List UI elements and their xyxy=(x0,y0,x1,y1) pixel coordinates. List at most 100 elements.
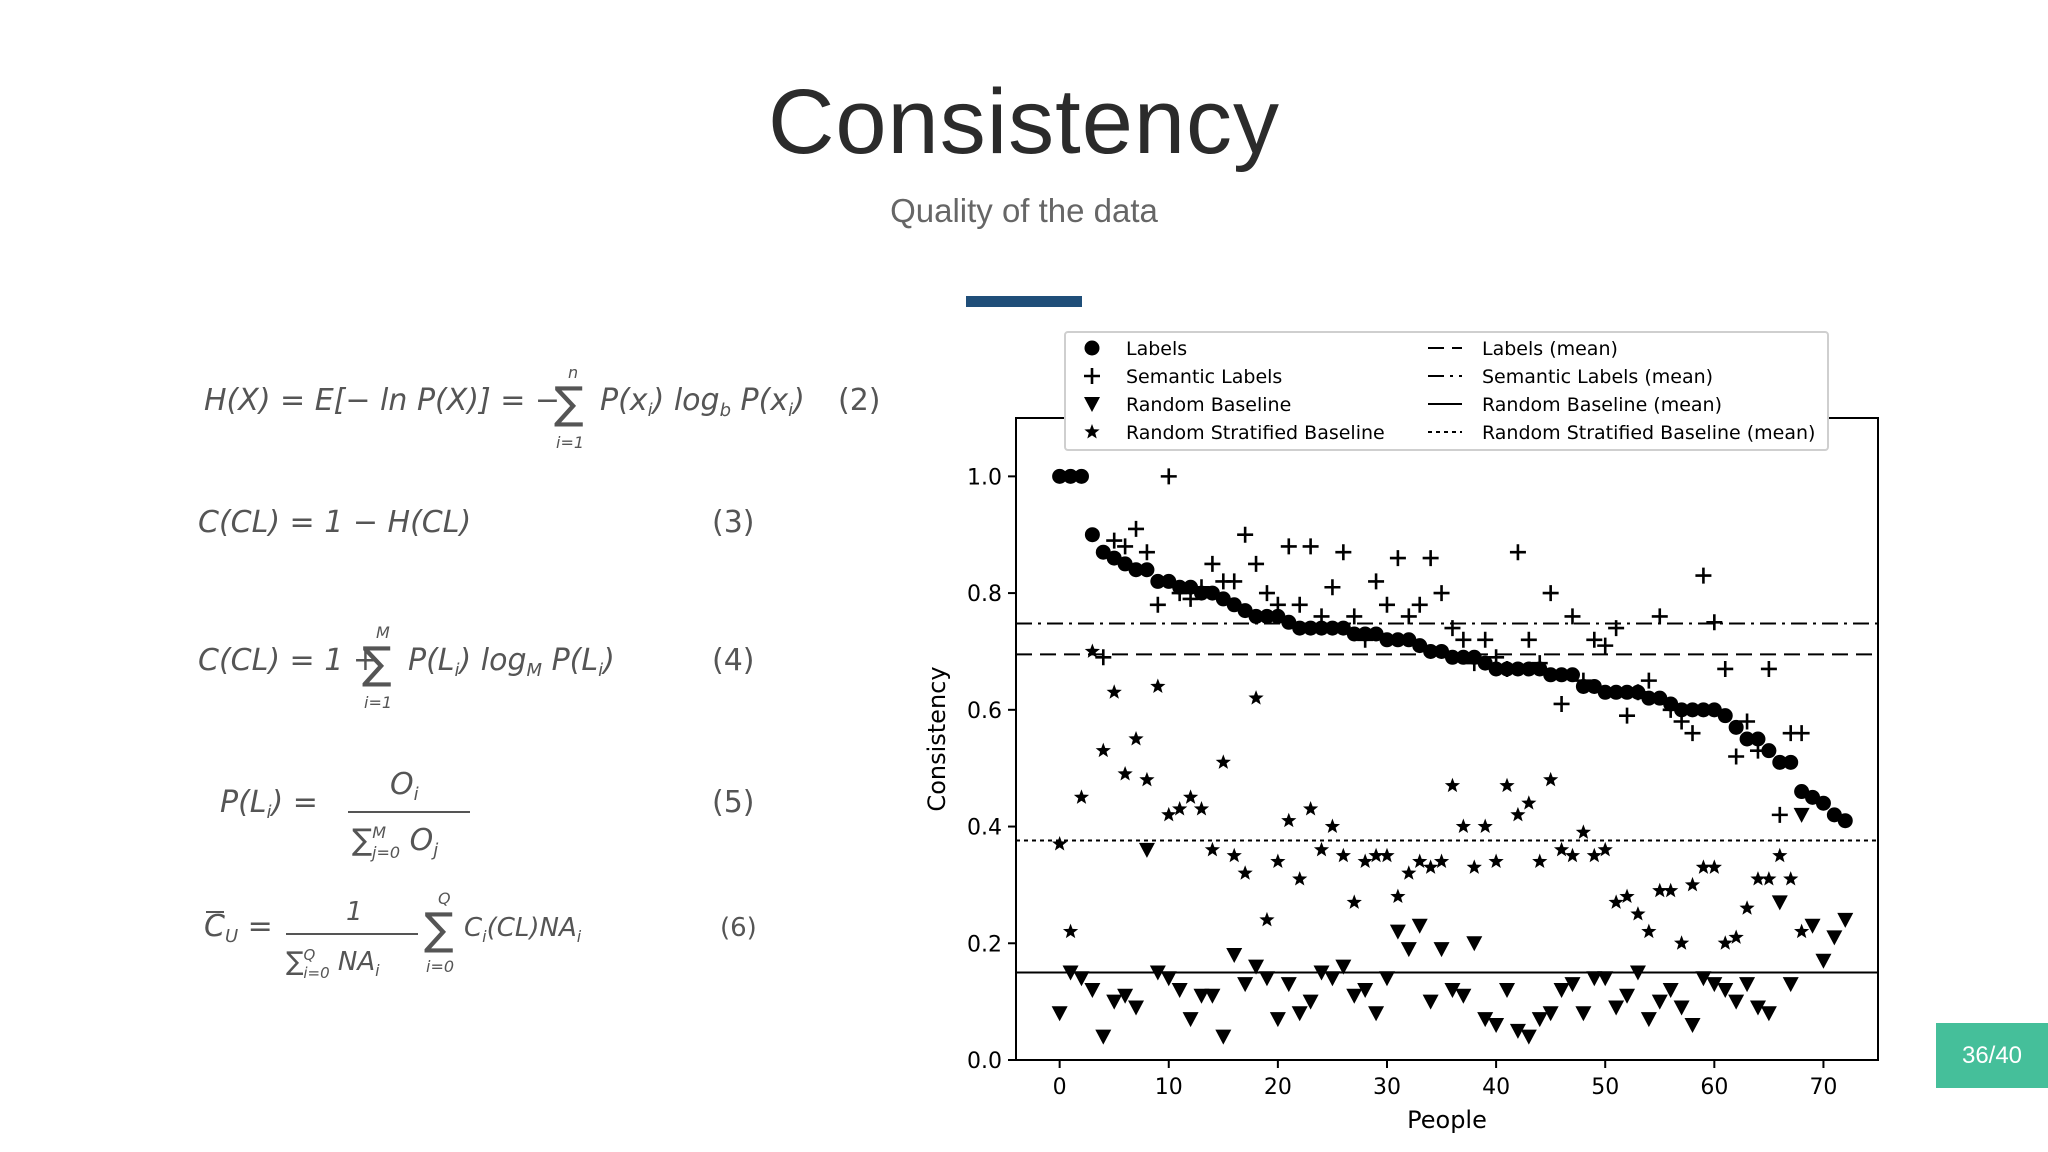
star-point xyxy=(1444,777,1461,793)
x-tick-label: 60 xyxy=(1700,1075,1728,1100)
page-number-badge: 36/40 xyxy=(1936,1023,2048,1088)
legend-box xyxy=(1064,331,1829,451)
plus-point xyxy=(1411,596,1428,613)
circle-point xyxy=(1324,620,1340,636)
legend-label: Random Baseline xyxy=(1126,394,1291,416)
plus-point xyxy=(1706,614,1723,631)
formula-svg: H(X) = E[− ln P(X)] = − ∑ n i=1 P(xi) lo… xyxy=(198,363,881,982)
triangle-down-point xyxy=(1662,982,1679,998)
plus-point xyxy=(1553,695,1570,712)
star-point xyxy=(1499,777,1515,793)
plus-point xyxy=(1597,637,1614,654)
x-tick-label: 0 xyxy=(1053,1075,1067,1100)
plus-point xyxy=(1651,608,1668,625)
star-point xyxy=(1488,853,1504,869)
circle-point xyxy=(1390,632,1406,648)
legend-label: Random Baseline (mean) xyxy=(1482,394,1722,416)
legend-marker-plus xyxy=(1084,368,1100,384)
plus-point xyxy=(1357,631,1374,648)
triangle-down-point xyxy=(1138,842,1155,858)
eq5-numerator: Oi xyxy=(390,767,419,805)
plus-point xyxy=(1455,631,1472,648)
eq2-rhs: P(xi) logb P(xi) xyxy=(600,383,805,421)
plus-point xyxy=(1728,748,1745,765)
circle-point xyxy=(1728,719,1744,735)
triangle-down-point xyxy=(1564,977,1581,993)
x-tick-label: 20 xyxy=(1264,1075,1292,1100)
triangle-down-point xyxy=(1619,988,1636,1004)
plus-point xyxy=(1226,573,1243,590)
triangle-down-point xyxy=(1215,1029,1232,1045)
triangle-down-point xyxy=(1542,1006,1559,1022)
eq6-denominator: ∑Q i=0 NAi xyxy=(286,946,380,982)
data-marks xyxy=(1051,468,1854,1045)
plus-point xyxy=(1193,579,1210,596)
star-point xyxy=(1248,690,1264,705)
circle-point xyxy=(1641,690,1657,706)
triangle-down-point xyxy=(1258,971,1275,987)
plus-point xyxy=(1499,660,1516,677)
plus-point xyxy=(1739,713,1756,730)
star-point xyxy=(1062,923,1079,939)
star-point xyxy=(1335,847,1351,863)
star-point xyxy=(1532,853,1548,869)
legend-label: Random Stratified Baseline xyxy=(1126,422,1385,444)
series-labels xyxy=(1052,468,1853,829)
plus-point xyxy=(1488,649,1505,666)
plus-point xyxy=(1324,579,1341,596)
star-point xyxy=(1281,812,1297,828)
plus-point xyxy=(1531,655,1548,672)
plus-point xyxy=(1302,538,1319,555)
star-point xyxy=(1521,795,1537,810)
circle-point xyxy=(1619,684,1635,700)
eq4-sum-sign: ∑ xyxy=(362,638,392,689)
plus-point xyxy=(1629,684,1646,701)
circle-point xyxy=(1379,632,1395,648)
legend-marker-star xyxy=(1084,424,1100,439)
star-point xyxy=(1466,859,1482,874)
triangle-down-point xyxy=(1608,1000,1625,1016)
star-point xyxy=(1695,859,1712,874)
y-tick-label: 0.8 xyxy=(967,582,1002,607)
star-point xyxy=(1226,847,1242,863)
plus-point xyxy=(1368,573,1385,590)
eq6-sum-sign: ∑ xyxy=(424,904,454,955)
equation-3: C(CL) = 1 − H(CL) (3) xyxy=(198,505,755,540)
plus-point xyxy=(1335,544,1352,561)
star-point xyxy=(1510,806,1526,822)
plus-point xyxy=(1346,608,1363,625)
eq4-sum-bottom: i=1 xyxy=(364,693,392,712)
triangle-down-point xyxy=(1684,1017,1701,1033)
star-point xyxy=(1543,771,1559,787)
triangle-down-point xyxy=(1433,942,1450,958)
consistency-chart: 0 10 20 30 40 50 60 70 0.0 0.2 0.4 0.6 0.8 1.0 Peopl… xyxy=(900,320,1900,1140)
triangle-down-point xyxy=(1237,977,1254,993)
star-point xyxy=(1357,853,1373,869)
star-point xyxy=(1259,911,1275,927)
plus-point xyxy=(1662,701,1679,718)
circle-point xyxy=(1554,667,1570,683)
x-axis-ticks: 0 10 20 30 40 50 60 70 xyxy=(1053,1060,1837,1100)
circle-point xyxy=(1750,731,1766,747)
circle-point xyxy=(1837,813,1853,829)
star-point xyxy=(1390,888,1406,904)
star-point xyxy=(1172,801,1188,816)
eq6-sum-top: Q xyxy=(438,889,451,908)
triangle-down-point xyxy=(1553,982,1570,998)
plus-point xyxy=(1138,544,1155,561)
plus-point xyxy=(1182,590,1199,607)
triangle-down-point xyxy=(1182,1012,1199,1028)
star-point xyxy=(1106,684,1122,699)
triangle-down-point xyxy=(1378,971,1395,987)
eq2-lhs: H(X) = E[− ln P(X)] = − xyxy=(204,383,560,418)
plus-point xyxy=(1586,631,1603,648)
star-point xyxy=(1717,935,1733,950)
triangle-down-point xyxy=(1586,971,1603,987)
series-random-stratified-baseline xyxy=(1052,643,1810,950)
triangle-down-point xyxy=(1313,965,1330,981)
plus-point xyxy=(1280,538,1297,555)
circle-point xyxy=(1303,620,1319,636)
plus-point xyxy=(1466,655,1483,672)
triangle-down-point xyxy=(1815,953,1832,969)
plus-point xyxy=(1095,649,1112,666)
